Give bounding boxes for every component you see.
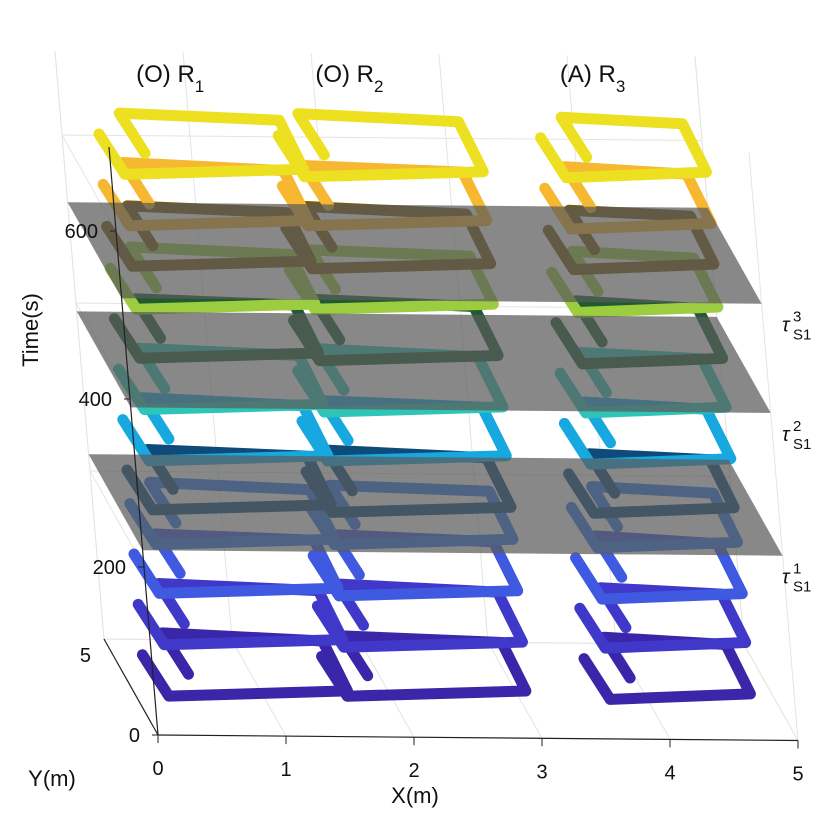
- plane-label: τ: [782, 424, 791, 446]
- z-axis-label: Time(s): [18, 293, 43, 367]
- plane-label-sub: S1: [793, 327, 811, 344]
- z-tick-label: 400: [79, 389, 112, 411]
- trajectory-loop: [535, 111, 712, 184]
- z-gridline: [103, 638, 745, 736]
- y-tick-label: 5: [80, 645, 91, 667]
- robot-label-sub: 2: [374, 77, 383, 96]
- z-axis-line: [108, 146, 159, 736]
- z-tick-label: 0: [129, 725, 140, 747]
- x-tick-label: 3: [536, 761, 547, 783]
- plane-label-sup: 3: [793, 309, 801, 326]
- x-floor-gridline: [359, 640, 415, 738]
- z-tick-label: 200: [93, 557, 126, 579]
- plane-label: τ: [782, 567, 791, 589]
- plane-label-sup: 1: [793, 561, 801, 578]
- z-tick-label: 600: [65, 221, 98, 243]
- x-tick-label: 1: [280, 759, 291, 781]
- x-tick-label: 5: [792, 764, 803, 786]
- plane-label: τ: [782, 315, 791, 337]
- x-tick-label: 2: [408, 760, 419, 782]
- plane-label-sub: S1: [793, 579, 811, 596]
- switching-plane: [88, 454, 783, 556]
- robot-label-sub: 3: [616, 77, 625, 96]
- robot-label: (O) R1: [136, 61, 204, 96]
- trajectory-loop: [272, 108, 489, 183]
- y-axis-label: Y(m): [28, 766, 76, 791]
- switching-plane: [67, 202, 762, 304]
- x-axis-label: X(m): [391, 783, 439, 808]
- x-floor-gridline: [743, 644, 799, 741]
- plane-label-sup: 2: [793, 418, 801, 435]
- x-floor-gridline: [615, 643, 671, 740]
- x-axis-line: [157, 734, 799, 742]
- plane-label-sub: S1: [793, 436, 811, 453]
- trajectory-loop: [93, 107, 309, 180]
- box-edge: [748, 152, 799, 741]
- x-tick-label: 0: [152, 758, 163, 780]
- robot-label: (O) R2: [315, 61, 383, 96]
- box-edge: [54, 50, 105, 640]
- switching-plane: [76, 311, 771, 413]
- y-axis-line: [103, 638, 159, 736]
- robot-label-sub: 1: [195, 77, 204, 96]
- x-tick-label: 4: [664, 762, 675, 784]
